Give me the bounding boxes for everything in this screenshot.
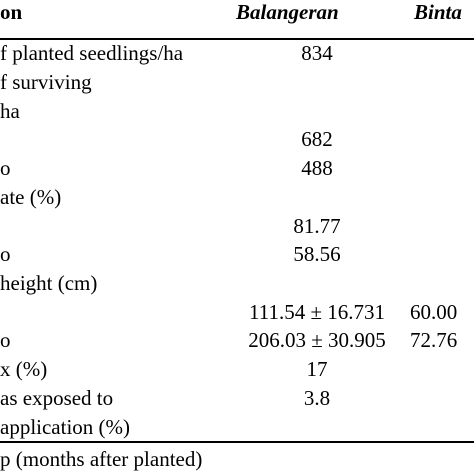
table-footnote: p (months after planted) <box>0 447 203 471</box>
row-value: 81.77 <box>293 214 341 238</box>
row-value: 682 <box>301 127 333 151</box>
row-value: 3.8 <box>303 386 331 410</box>
header-rule <box>0 38 474 40</box>
row-value: 58.56 <box>293 242 341 266</box>
row-other: 72.76 <box>410 328 458 352</box>
row-other: 60.00 <box>410 300 458 324</box>
footer-rule <box>0 441 474 443</box>
row-label: o <box>0 328 11 352</box>
row-value: 111.54 ± 16.731 <box>249 300 385 324</box>
row-label: o <box>0 156 11 180</box>
header-col-2: Balangeran <box>236 0 339 24</box>
row-value: 488 <box>301 156 333 180</box>
header-col-3: Binta <box>414 0 462 24</box>
row-label: height (cm) <box>0 271 98 295</box>
row-value: 834 <box>301 41 333 65</box>
row-label: application (%) <box>0 415 131 439</box>
header-col-1: on <box>0 0 23 24</box>
row-label: ha <box>0 99 20 123</box>
row-value: 17 <box>306 357 328 381</box>
row-label: ate (%) <box>0 185 62 209</box>
row-label: as exposed to <box>0 386 114 410</box>
row-label: f planted seedlings/ha <box>0 41 184 65</box>
row-label: o <box>0 242 11 266</box>
row-label: f surviving <box>0 70 92 94</box>
row-label: x (%) <box>0 357 48 381</box>
row-value: 206.03 ± 30.905 <box>248 328 386 352</box>
